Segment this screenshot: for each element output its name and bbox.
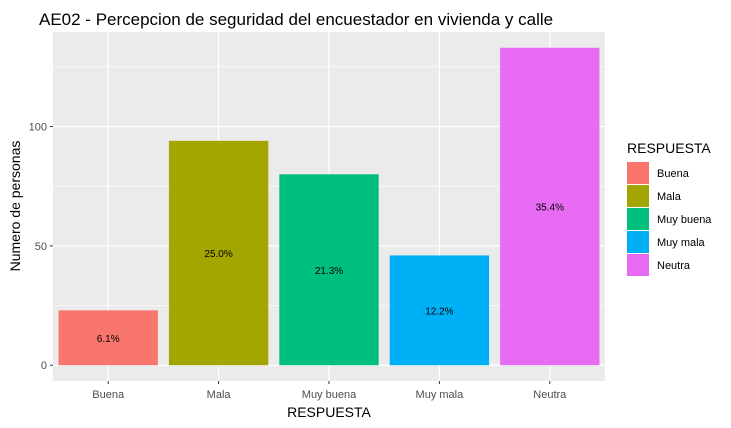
legend-swatch	[627, 185, 649, 207]
x-tick-label: Neutra	[533, 389, 567, 401]
legend: RESPUESTA Buena Mala Muy buena Muy mala Neut…	[627, 140, 712, 276]
bar-label: 12.2%	[425, 306, 453, 317]
legend-label: Muy mala	[657, 237, 706, 249]
y-tick-label: 100	[29, 122, 47, 134]
bar-buena	[58, 310, 158, 366]
y-tick-label: 50	[35, 241, 47, 253]
chart-title: AE02 - Percepcion de seguridad del encue…	[39, 10, 553, 29]
x-tick-label: Muy buena	[302, 389, 357, 401]
bar-muy-buena	[279, 174, 379, 366]
legend-label: Mala	[657, 191, 682, 203]
bar-label: 6.1%	[97, 334, 120, 345]
x-axis-title: RESPUESTA	[287, 404, 371, 420]
legend-items: Buena Mala Muy buena Muy mala Neutra	[627, 162, 712, 276]
legend-label: Buena	[657, 168, 690, 180]
x-tick-label: Muy mala	[416, 389, 465, 401]
legend-title: RESPUESTA	[627, 140, 711, 156]
bar-neutra	[500, 47, 600, 366]
legend-label: Muy buena	[657, 214, 712, 226]
bar-label: 25.0%	[204, 249, 232, 260]
legend-swatch	[627, 162, 649, 184]
legend-swatch	[627, 208, 649, 230]
x-tick-label: Mala	[207, 389, 232, 401]
bar-labels: 6.1% 25.0% 21.3% 12.2% 35.4%	[97, 203, 564, 345]
bar-label: 21.3%	[315, 266, 343, 277]
legend-swatch	[627, 231, 649, 253]
x-tick-label: Buena	[92, 389, 125, 401]
y-axis: 0 50 100	[29, 122, 53, 372]
bars	[58, 47, 600, 366]
legend-label: Neutra	[657, 260, 691, 272]
bar-muy-mala	[389, 255, 490, 366]
legend-swatch	[627, 254, 649, 276]
x-axis: Buena Mala Muy buena Muy mala Neutra	[92, 381, 567, 401]
y-axis-title: Numero de personas	[7, 141, 23, 272]
bar-label: 35.4%	[536, 203, 564, 214]
bar-mala	[168, 140, 269, 366]
y-tick-label: 0	[41, 360, 47, 372]
